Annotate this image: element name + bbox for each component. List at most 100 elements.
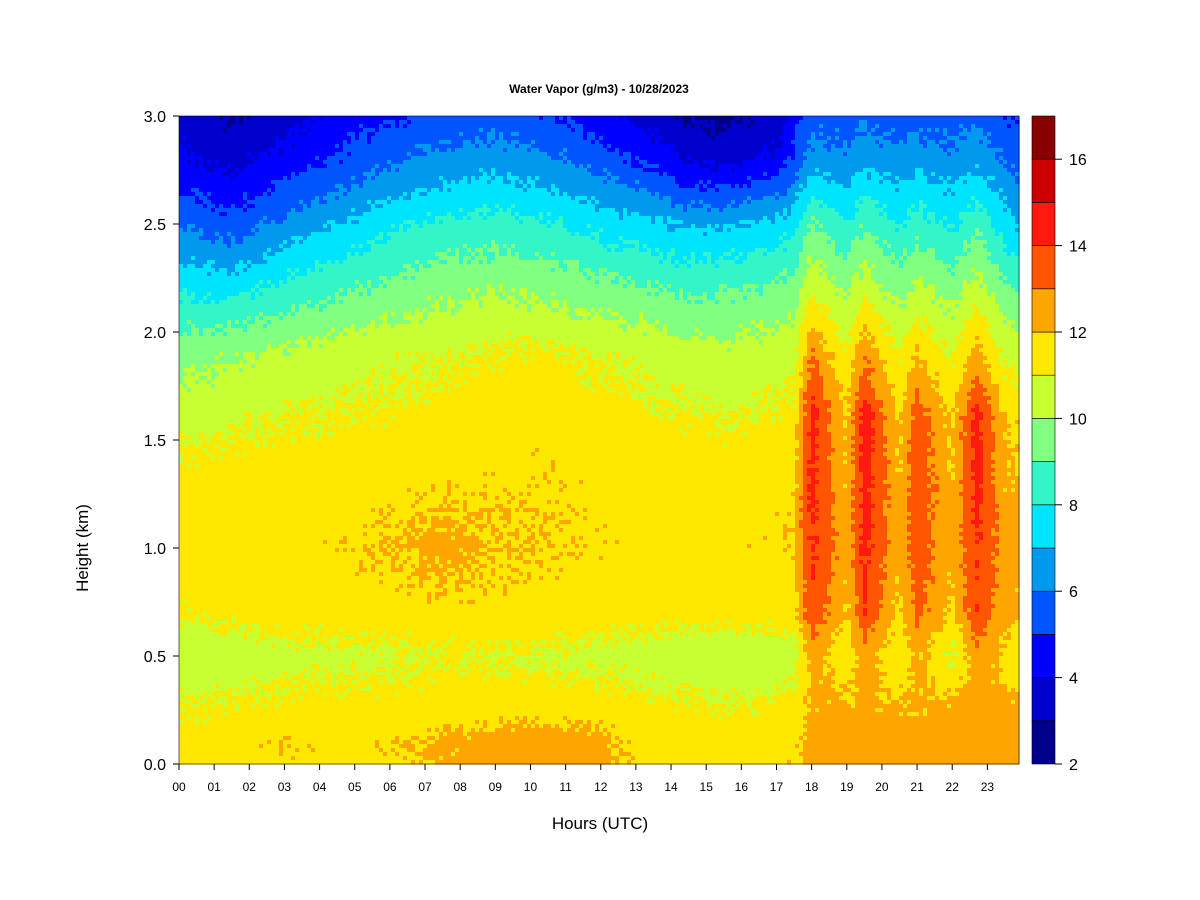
- heatmap-cell: [891, 460, 900, 465]
- heatmap-cell: [799, 224, 808, 229]
- heatmap-cell: [835, 144, 844, 149]
- heatmap-cell: [1003, 376, 1008, 381]
- heatmap-cell: [983, 460, 996, 465]
- heatmap-cell: [815, 296, 844, 301]
- heatmap-cell: [911, 420, 932, 425]
- heatmap-cell: [455, 524, 460, 529]
- heatmap-cell: [251, 156, 256, 161]
- heatmap-cell: [455, 216, 464, 221]
- heatmap-cell: [463, 564, 472, 569]
- heatmap-cell: [991, 420, 1008, 425]
- heatmap-cell: [183, 300, 192, 305]
- heatmap-cell: [563, 160, 568, 165]
- heatmap-cell: [487, 588, 504, 593]
- heatmap-cell: [339, 188, 348, 193]
- heatmap-cell: [799, 176, 808, 181]
- heatmap-cell: [795, 200, 812, 205]
- heatmap-cell: [527, 288, 660, 293]
- heatmap-cell: [535, 552, 560, 557]
- heatmap-cell: [723, 428, 736, 433]
- heatmap-cell: [803, 236, 832, 241]
- heatmap-cell: [291, 304, 296, 309]
- heatmap-cell: [527, 176, 532, 181]
- heatmap-cell: [475, 252, 480, 257]
- heatmap-cell: [851, 284, 884, 289]
- heatmap-cell: [223, 240, 232, 245]
- heatmap-cell: [807, 184, 844, 189]
- heatmap-cell: [891, 244, 916, 249]
- heatmap-cell: [803, 428, 812, 433]
- heatmap-cell: [307, 336, 312, 341]
- heatmap-cell: [863, 528, 872, 533]
- heatmap-cell: [291, 172, 296, 177]
- heatmap-cell: [1003, 240, 1020, 245]
- heatmap-cell: [803, 432, 808, 437]
- heatmap-cell: [227, 436, 244, 441]
- heatmap-cell: [991, 428, 1008, 433]
- heatmap-cell: [451, 560, 468, 565]
- heatmap-cell: [631, 388, 636, 393]
- heatmap-cell: [751, 408, 756, 413]
- heatmap-cell: [275, 432, 280, 437]
- heatmap-cell: [599, 240, 624, 245]
- heatmap-cell: [715, 136, 780, 141]
- heatmap-cell: [999, 188, 1004, 193]
- heatmap-cell: [707, 120, 712, 125]
- heatmap-cell: [179, 264, 184, 269]
- heatmap-cell: [383, 280, 596, 285]
- heatmap-cell: [555, 516, 584, 521]
- heatmap-cell: [907, 452, 936, 457]
- heatmap-cell: [839, 556, 856, 561]
- heatmap-cell: [707, 232, 784, 237]
- heatmap-cell: [783, 532, 788, 537]
- heatmap-cell: [347, 152, 352, 157]
- heatmap-cell: [551, 300, 560, 305]
- heatmap-cell: [779, 136, 796, 141]
- heatmap-cell: [927, 364, 952, 369]
- heatmap-cell: [827, 312, 860, 317]
- heatmap-cell: [279, 152, 284, 157]
- heatmap-cell: [251, 364, 256, 369]
- heatmap-cell: [443, 180, 448, 185]
- heatmap-cell: [179, 596, 428, 601]
- heatmap-cell: [963, 596, 992, 601]
- heatmap-cell: [983, 344, 996, 349]
- heatmap-cell: [371, 292, 472, 297]
- heatmap-cell: [1015, 288, 1020, 293]
- heatmap-cell: [935, 220, 940, 225]
- heatmap-cell: [963, 556, 996, 561]
- heatmap-cell: [575, 232, 580, 237]
- heatmap-cell: [927, 544, 932, 549]
- heatmap-cell: [631, 392, 676, 397]
- heatmap-cell: [795, 576, 804, 581]
- heatmap-cell: [955, 364, 964, 369]
- heatmap-cell: [919, 388, 936, 393]
- heatmap-cell: [991, 380, 1012, 385]
- heatmap-cell: [423, 220, 428, 225]
- heatmap-cell: [971, 240, 988, 245]
- heatmap-cell: [415, 388, 424, 393]
- heatmap-cell: [179, 368, 184, 373]
- heatmap-cell: [859, 376, 868, 381]
- heatmap-cell: [339, 332, 344, 337]
- heatmap-cell: [911, 568, 932, 573]
- heatmap-cell: [931, 536, 964, 541]
- heatmap-cell: [407, 380, 424, 385]
- heatmap-cell: [979, 276, 984, 281]
- heatmap-cell: [527, 340, 532, 345]
- heatmap-cell: [999, 404, 1020, 409]
- heatmap-cell: [403, 224, 412, 229]
- heatmap-cell: [503, 180, 512, 185]
- heatmap-cell: [367, 132, 376, 137]
- heatmap-cell: [855, 344, 872, 349]
- heatmap-cell: [883, 584, 912, 589]
- heatmap-cell: [967, 252, 992, 257]
- heatmap-cell: [403, 124, 408, 129]
- heatmap-cell: [347, 548, 352, 553]
- heatmap-cell: [695, 160, 700, 165]
- heatmap-cell: [931, 544, 936, 549]
- heatmap-cell: [999, 156, 1004, 161]
- heatmap-cell: [663, 416, 668, 421]
- heatmap-cell: [643, 376, 656, 381]
- heatmap-cell: [975, 432, 984, 437]
